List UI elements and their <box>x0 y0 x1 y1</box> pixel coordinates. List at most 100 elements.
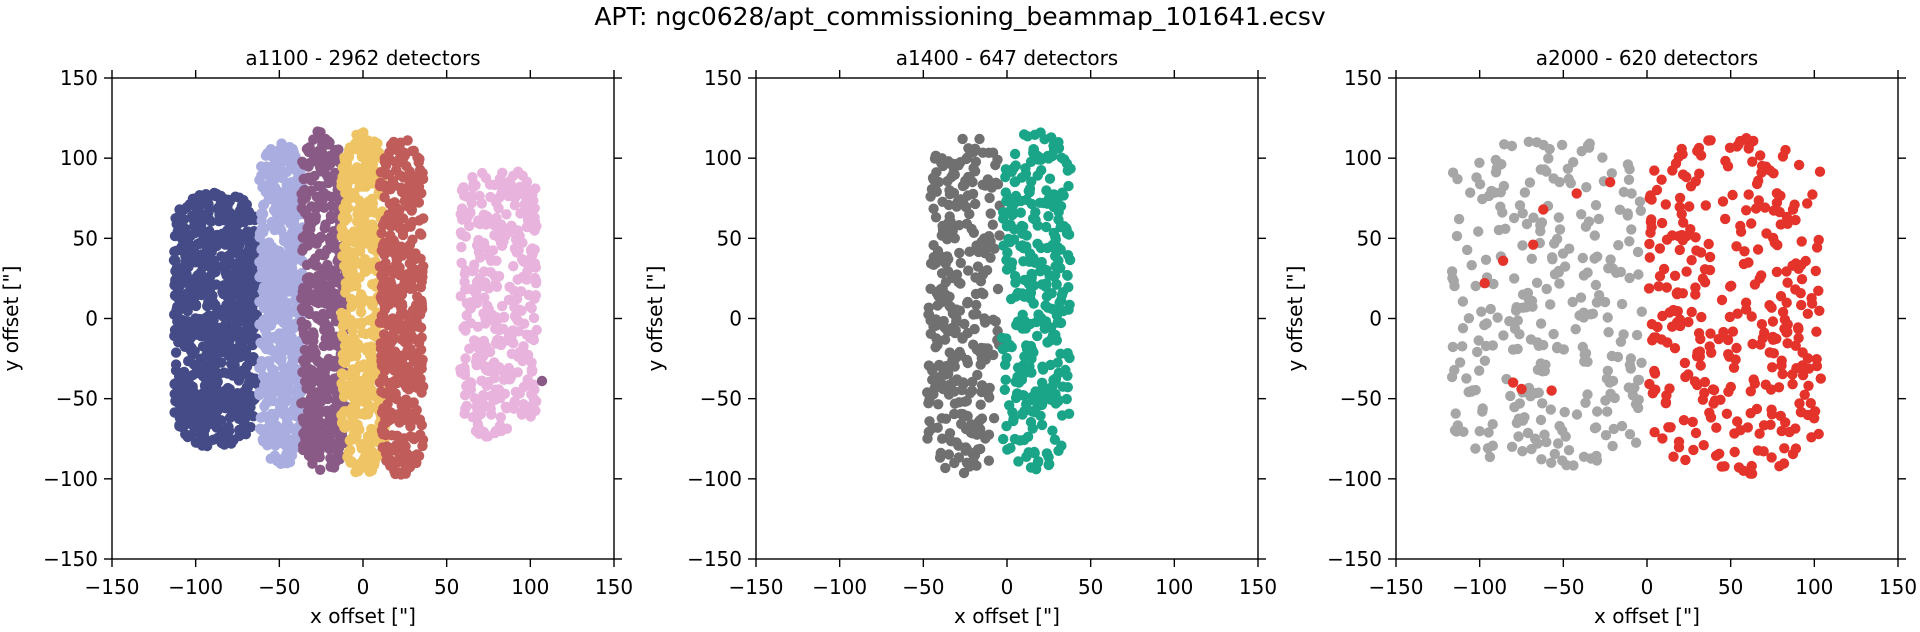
detector-point-a1100-s3 <box>354 217 365 229</box>
detector-point-a2000-s0 <box>1473 335 1484 346</box>
detector-point-a2000-s0 <box>1554 420 1565 432</box>
detector-point-a1400-s0 <box>968 309 979 320</box>
axis-ticks-a1400: −150 −100 −50 0 50 100 150 −150 −100 −50 0 50 100 150 <box>687 66 1277 599</box>
detector-point-a2000-s0 <box>1624 236 1635 247</box>
detector-point-a2000-s1 <box>1718 326 1729 338</box>
detector-point-a2000-s0 <box>1597 152 1608 163</box>
detector-point-a2000-s0 <box>1633 269 1644 280</box>
detector-point-a2000-s1 <box>1686 255 1697 266</box>
detector-point-a1100-s4 <box>393 354 404 365</box>
detector-point-a2000-s1 <box>1698 440 1709 451</box>
detector-point-a1100-s0 <box>222 368 233 379</box>
detector-point-a1100-s1 <box>279 202 290 214</box>
detector-point-a2000-s1 <box>1668 451 1679 462</box>
detector-point-a1100-s4 <box>404 317 415 328</box>
detector-point-a1100-s5 <box>513 245 524 256</box>
detector-point-a1400-s1 <box>1036 419 1048 431</box>
detector-point-a1100-s5 <box>455 367 467 378</box>
detector-point-a1400-s1 <box>1012 388 1023 400</box>
detector-point-a1100-s5 <box>470 425 482 437</box>
detector-point-a2000-s1 <box>1746 468 1758 479</box>
detector-point-a1100-s2 <box>326 191 337 203</box>
detector-point-a1100-s3 <box>343 151 355 163</box>
detector-point-a1100-s0 <box>213 368 225 380</box>
detector-point-a1400-s1 <box>1024 187 1035 198</box>
detector-point-a1400-s1 <box>1048 201 1060 213</box>
detector-point-a1100-s0 <box>231 406 242 418</box>
detector-point-a1100-s0 <box>246 317 257 328</box>
detector-point-a2000-s0 <box>1451 426 1462 437</box>
detector-point-a2000-s1 <box>1721 408 1733 419</box>
detector-point-a1100-s5 <box>471 276 483 288</box>
detector-point-a2000-s0 <box>1577 252 1589 264</box>
detector-point-a2000-s0 <box>1535 358 1547 369</box>
detector-point-a2000-s1 <box>1650 332 1662 343</box>
detector-point-a2000-s0 <box>1449 280 1460 292</box>
detector-point-a2000-s0 <box>1466 260 1477 271</box>
detector-point-a1400-s0 <box>985 236 996 247</box>
detector-point-a1100-s4 <box>377 372 389 383</box>
detector-point-a1100-s1 <box>288 146 299 158</box>
detector-point-a1100-s3 <box>351 319 363 330</box>
detector-point-a1100-s2 <box>304 422 315 433</box>
detector-point-a2000-s1 <box>1796 274 1808 285</box>
detector-point-a2000-s1 <box>1700 200 1712 211</box>
detector-point-a2000-s0 <box>1583 216 1595 227</box>
detector-point-a2000-s1 <box>1787 379 1798 390</box>
detector-point-a1100-s0 <box>171 268 182 279</box>
detector-point-a1100-s4 <box>418 213 429 224</box>
detector-point-a1100-s4 <box>390 468 401 480</box>
detector-point-a2000-s0 <box>1452 173 1463 185</box>
plot-frame-a1400 <box>755 77 1259 560</box>
y-tick-label-a2000: −100 <box>1327 467 1382 491</box>
detector-point-a1400-s1 <box>999 384 1010 395</box>
detector-point-a2000-s1 <box>1653 281 1664 292</box>
detector-point-a1100-s4 <box>398 172 409 183</box>
detector-point-a1100-s2 <box>321 405 333 416</box>
detector-point-a2000-extra-6 <box>1497 255 1509 266</box>
detector-point-a2000-s0 <box>1465 187 1476 198</box>
detector-point-a1400-s0 <box>950 325 961 336</box>
detector-point-a2000-s1 <box>1778 458 1790 469</box>
x-tick-label-a1400: 150 <box>1239 575 1277 599</box>
detector-point-a2000-s0 <box>1632 246 1644 258</box>
detector-point-a1100-s5 <box>512 166 524 177</box>
detector-point-a1100-s0 <box>184 430 195 441</box>
detector-point-a1100-s0 <box>180 412 192 423</box>
detector-point-a2000-s0 <box>1623 382 1635 393</box>
x-tick-label-a1400: 50 <box>1078 575 1103 599</box>
detector-point-a2000-s0 <box>1561 460 1572 471</box>
detector-point-a2000-s0 <box>1582 140 1594 151</box>
detector-point-a2000-s1 <box>1684 201 1695 212</box>
detector-point-a2000-s0 <box>1519 412 1530 423</box>
detector-point-a2000-s0 <box>1522 427 1534 439</box>
figure-title: APT: ngc0628/apt_commissioning_beammap_1… <box>594 2 1326 31</box>
detector-point-a2000-s1 <box>1752 445 1764 456</box>
detector-point-a1100-s5 <box>514 230 525 242</box>
detector-point-a1400-s0 <box>984 192 995 204</box>
detector-point-a1400-s1 <box>1015 195 1027 207</box>
detector-point-a2000-s0 <box>1539 164 1550 175</box>
detector-point-a2000-s0 <box>1549 448 1561 460</box>
detector-point-a1100-s4 <box>384 296 395 308</box>
detector-point-a1100-s4 <box>405 249 417 260</box>
detector-point-a1400-s1 <box>1047 425 1058 436</box>
detector-point-a2000-extra-1 <box>1516 383 1527 395</box>
detector-point-a1100-s2 <box>315 417 326 428</box>
detector-point-a2000-s1 <box>1674 201 1685 213</box>
y-tick-label-a1400: 100 <box>704 146 742 170</box>
detector-point-a2000-s1 <box>1771 266 1783 278</box>
detector-point-a2000-s1 <box>1787 204 1799 215</box>
detector-point-a1100-s0 <box>180 256 191 268</box>
detector-point-a1100-s4 <box>396 334 407 345</box>
detector-point-a1100-s3 <box>361 238 372 249</box>
detector-point-a1100-s2 <box>319 369 330 381</box>
detector-point-a1100-s4 <box>375 177 386 188</box>
y-tick-label-a2000: 0 <box>1369 307 1382 331</box>
detector-point-a1100-s0 <box>172 220 183 231</box>
detector-point-a2000-s1 <box>1688 444 1699 456</box>
detector-point-a1100-s4 <box>417 266 428 277</box>
detector-point-a2000-s1 <box>1654 243 1666 254</box>
detector-point-a1400-s1 <box>1050 261 1061 272</box>
detector-point-a1100-s4 <box>404 258 415 269</box>
